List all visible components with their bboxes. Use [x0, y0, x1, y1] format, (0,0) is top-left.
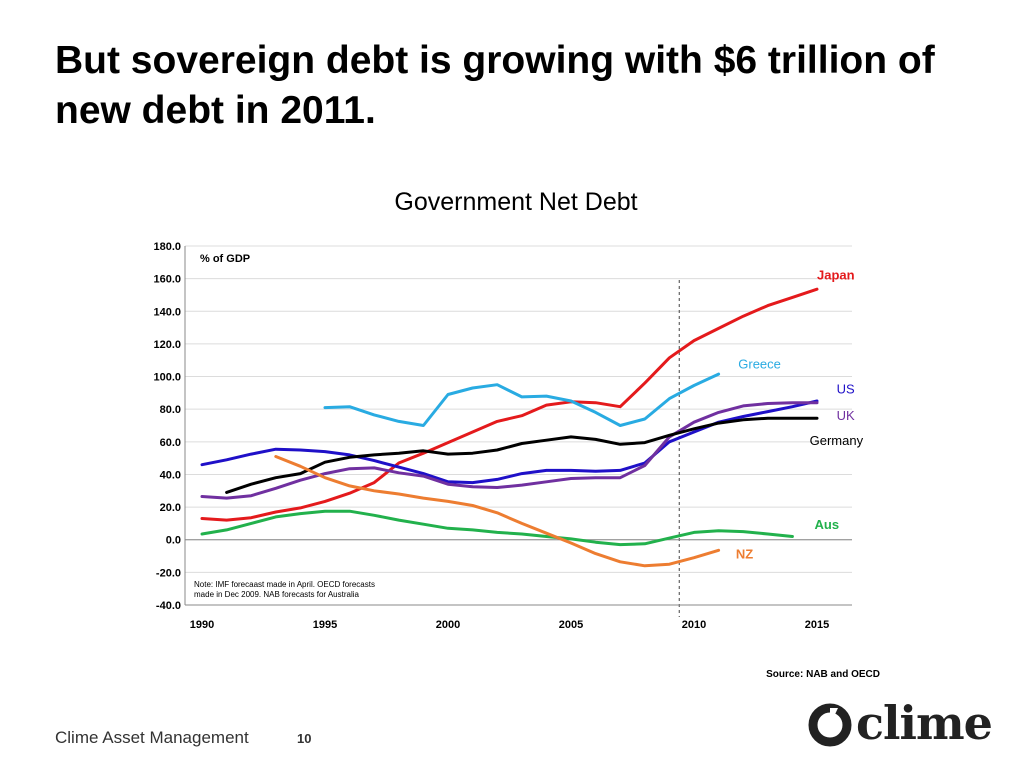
y-tick-label: 120.0: [153, 339, 181, 351]
y-tick-label: 80.0: [160, 404, 181, 416]
chart-note-line-2: made in Dec 2009. NAB forecasts for Aust…: [194, 590, 360, 599]
chart-note-line-1: Note: IMF forecaast made in April. OECD …: [194, 580, 375, 589]
series-line-japan: [200, 287, 819, 522]
series-label-japan: Japan: [817, 267, 855, 282]
clime-logo-mark-icon: [808, 703, 852, 747]
axes: 180.0 160.0 140.0 120.0 100.0 80.0 60.0 40.0 20.…: [153, 241, 852, 631]
x-tick-label: 1990: [190, 619, 214, 631]
series-label-uk: UK: [837, 408, 855, 423]
chart-title: Government Net Debt: [394, 188, 638, 216]
x-tick-label: 2010: [682, 619, 706, 631]
clime-logo: clime: [808, 696, 998, 753]
x-tick-label: 1995: [313, 619, 337, 631]
footer-company-name: Clime Asset Management: [55, 728, 249, 747]
source-note: Source: NAB and OECD: [766, 669, 880, 680]
series-line-nz: [274, 455, 721, 568]
series-label-us: US: [837, 382, 855, 397]
y-tick-label: 0.0: [166, 535, 181, 547]
clime-logo-wordmark: clime: [856, 696, 993, 750]
slide-title: But sovereign debt is growing with $6 tr…: [55, 39, 935, 132]
series-line-uk: [200, 401, 819, 500]
series-label-germany: Germany: [810, 433, 864, 448]
y-tick-label: 100.0: [153, 372, 181, 384]
x-tick-label: 2000: [436, 619, 460, 631]
series-labels: Japan Greece US UK Germany Aus NZ: [736, 267, 864, 561]
x-tick-label: 2015: [805, 619, 829, 631]
y-tick-label: -40.0: [156, 600, 181, 612]
x-tick-label: 2005: [559, 619, 583, 631]
y-tick-label: 180.0: [153, 241, 181, 253]
y-tick-label: -20.0: [156, 567, 181, 579]
series-lines: [200, 287, 819, 568]
series-line-germany: [225, 416, 819, 494]
y-unit-label: % of GDP: [200, 253, 250, 265]
series-label-greece: Greece: [738, 356, 781, 371]
y-tick-label: 60.0: [160, 437, 181, 449]
page-number: 10: [297, 731, 312, 746]
y-tick-label: 140.0: [153, 306, 181, 318]
y-tick-label: 160.0: [153, 274, 181, 286]
series-label-nz: NZ: [736, 546, 753, 561]
y-tick-label: 20.0: [160, 502, 181, 514]
series-line-aus: [200, 509, 794, 547]
series-line-greece: [323, 372, 721, 427]
series-label-aus: Aus: [815, 517, 840, 532]
y-tick-label: 40.0: [160, 469, 181, 481]
